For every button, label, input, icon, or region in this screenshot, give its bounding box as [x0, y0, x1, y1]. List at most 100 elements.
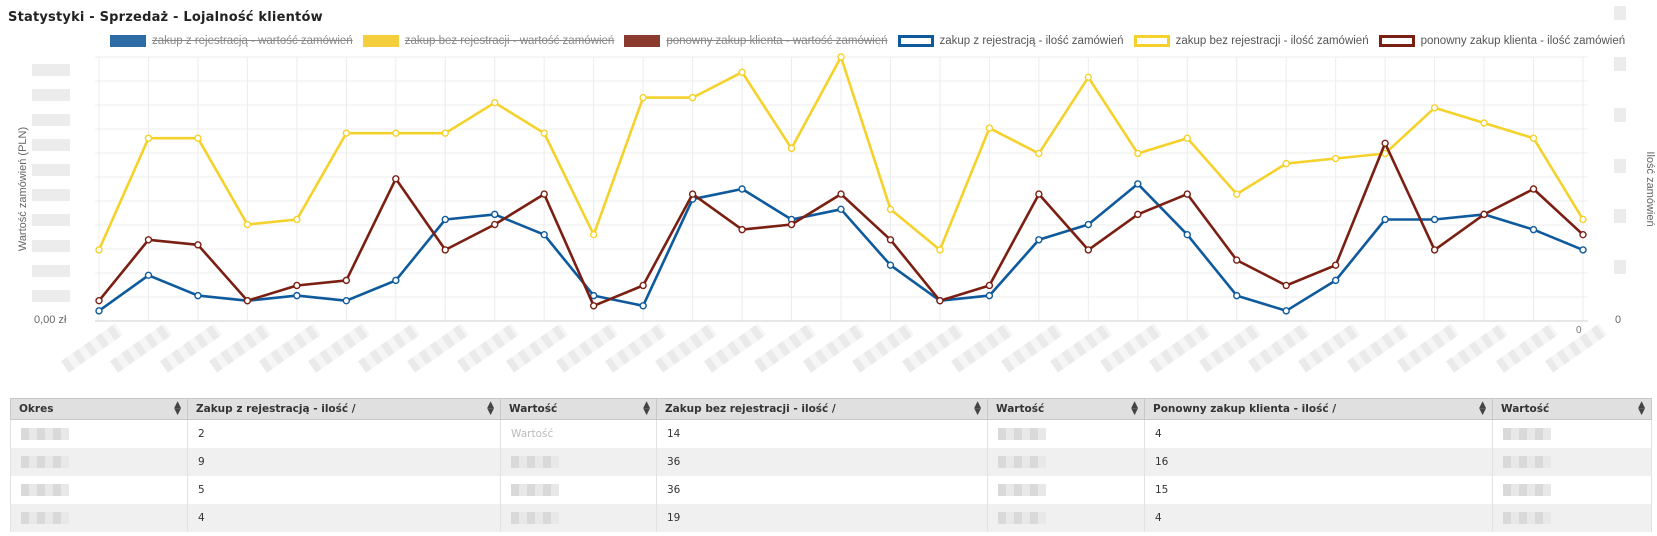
blurred-y-tick-right — [1614, 260, 1626, 275]
data-table: Okres ▲ ▼ Zakup z rejestracją - ilość / ▲ ▼ … — [10, 398, 1652, 532]
column-header-label: Wartość — [1501, 403, 1550, 415]
cell-repeat-value — [1492, 419, 1652, 448]
blurred-text — [21, 484, 69, 496]
legend-swatch — [362, 35, 399, 47]
sort-icon[interactable]: ▲ ▼ — [1131, 400, 1138, 417]
column-header-reg-count[interactable]: Zakup z rejestracją - ilość / ▲ ▼ — [187, 398, 501, 420]
cell-noreg-value — [987, 419, 1145, 448]
blurred-y-tick-right — [1614, 209, 1626, 224]
legend-swatch — [110, 35, 146, 47]
legend-item[interactable]: zakup z rejestracją - ilość zamówień — [897, 35, 1124, 47]
data-point — [738, 68, 746, 76]
legend-label: ponowny zakup klienta - wartość zamówień — [666, 35, 888, 47]
data-point — [1035, 190, 1043, 198]
data-point — [1233, 291, 1241, 300]
blurred-y-tick-left — [32, 189, 70, 202]
data-point — [1480, 210, 1488, 219]
data-point — [1084, 220, 1093, 229]
cell-reg-count: 2 — [187, 419, 501, 448]
data-point — [144, 271, 153, 280]
blurred-text — [998, 456, 1046, 468]
data-point — [1331, 276, 1340, 285]
data-point — [886, 236, 895, 244]
data-point — [95, 296, 103, 305]
line-chart — [95, 53, 1588, 322]
blurred-y-tick-right — [1614, 57, 1626, 72]
sort-icon[interactable]: ▲ ▼ — [487, 400, 494, 417]
data-point — [491, 98, 499, 107]
cell-noreg-count: 14 — [656, 419, 988, 448]
data-point — [886, 261, 895, 269]
data-point — [342, 296, 351, 305]
data-point — [936, 296, 944, 305]
column-header-okres[interactable]: Okres ▲ ▼ — [10, 398, 188, 420]
data-point — [144, 236, 153, 244]
cell-repeat-value — [1492, 476, 1652, 504]
cell-reg-count: 5 — [187, 476, 501, 504]
data-point — [293, 215, 301, 224]
data-point — [1035, 149, 1043, 158]
cell-repeat-value — [1492, 504, 1652, 532]
blurred-text — [998, 512, 1046, 524]
data-point — [1282, 281, 1290, 290]
sort-icon[interactable]: ▲ ▼ — [1638, 400, 1645, 417]
legend-item[interactable]: zakup z rejestracją - wartość zamówień — [110, 35, 353, 47]
blurred-text — [511, 456, 559, 468]
table-row: 9 36 16 — [10, 448, 1652, 476]
column-header-label: Wartość — [509, 403, 558, 415]
data-point — [1430, 246, 1439, 254]
data-point — [342, 276, 351, 285]
data-point — [589, 291, 598, 300]
column-header-noreg-count[interactable]: Zakup bez rejestracji - ilość / ▲ ▼ — [656, 398, 988, 420]
legend-item[interactable]: ponowny zakup klienta - ilość zamówień — [1378, 35, 1625, 47]
sort-icon[interactable]: ▲ ▼ — [974, 400, 981, 417]
cell-noreg-count: 36 — [656, 448, 988, 476]
sort-icon[interactable]: ▲ ▼ — [174, 400, 181, 417]
legend-swatch — [897, 35, 934, 47]
cell-period — [10, 504, 188, 532]
cell-repeat-count: 16 — [1144, 448, 1493, 476]
data-point — [837, 205, 845, 214]
legend-item[interactable]: zakup bez rejestracji - ilość zamówień — [1133, 35, 1369, 47]
column-header-noreg-value[interactable]: Wartość ▲ ▼ — [987, 398, 1145, 420]
data-point — [639, 93, 647, 102]
data-point — [1331, 261, 1340, 269]
data-point — [1134, 149, 1142, 158]
legend-swatch — [624, 35, 661, 47]
legend-item[interactable]: ponowny zakup klienta - wartość zamówień — [624, 35, 888, 47]
blurred-text — [21, 512, 69, 524]
legend-item[interactable]: zakup bez rejestracji - wartość zamówień — [362, 35, 614, 47]
column-header-label: Okres — [19, 403, 54, 415]
sort-icon[interactable]: ▲ ▼ — [1479, 400, 1486, 417]
data-point — [1183, 134, 1191, 142]
blurred-text — [1503, 484, 1551, 496]
data-point — [1183, 230, 1191, 239]
data-point — [1233, 190, 1241, 198]
page-title: Statystyki - Sprzedaż - Lojalność klient… — [8, 10, 323, 25]
x-axis-last-tick-label: 0 — [1576, 325, 1582, 336]
data-point — [194, 291, 202, 300]
blurred-text — [21, 456, 69, 468]
blurred-y-tick-right — [1614, 107, 1626, 122]
blurred-y-tick-left — [32, 289, 70, 302]
data-point — [243, 220, 252, 229]
column-header-label: Zakup z rejestracją - ilość / — [196, 403, 356, 415]
sort-icon[interactable]: ▲ ▼ — [643, 400, 650, 417]
blurred-y-tick-right — [1614, 158, 1626, 173]
cell-reg-value: Wartość — [500, 419, 657, 448]
blurred-y-tick-left — [32, 88, 70, 101]
data-point — [738, 185, 746, 193]
column-header-repeat-count[interactable]: Ponowny zakup klienta - ilość / ▲ ▼ — [1144, 398, 1493, 420]
data-point — [293, 291, 301, 300]
legend-swatch — [1133, 35, 1170, 47]
data-point — [688, 190, 697, 198]
data-point — [1381, 139, 1389, 148]
column-header-repeat-value[interactable]: Wartość ▲ ▼ — [1492, 398, 1652, 420]
column-header-reg-value[interactable]: Wartość ▲ ▼ — [500, 398, 657, 420]
blurred-text — [1503, 456, 1551, 468]
data-point — [95, 246, 103, 254]
data-point — [342, 129, 351, 137]
data-point — [787, 144, 796, 153]
data-point — [144, 134, 153, 142]
y-axis-left-zero-label: 0,00 zł — [34, 314, 67, 326]
